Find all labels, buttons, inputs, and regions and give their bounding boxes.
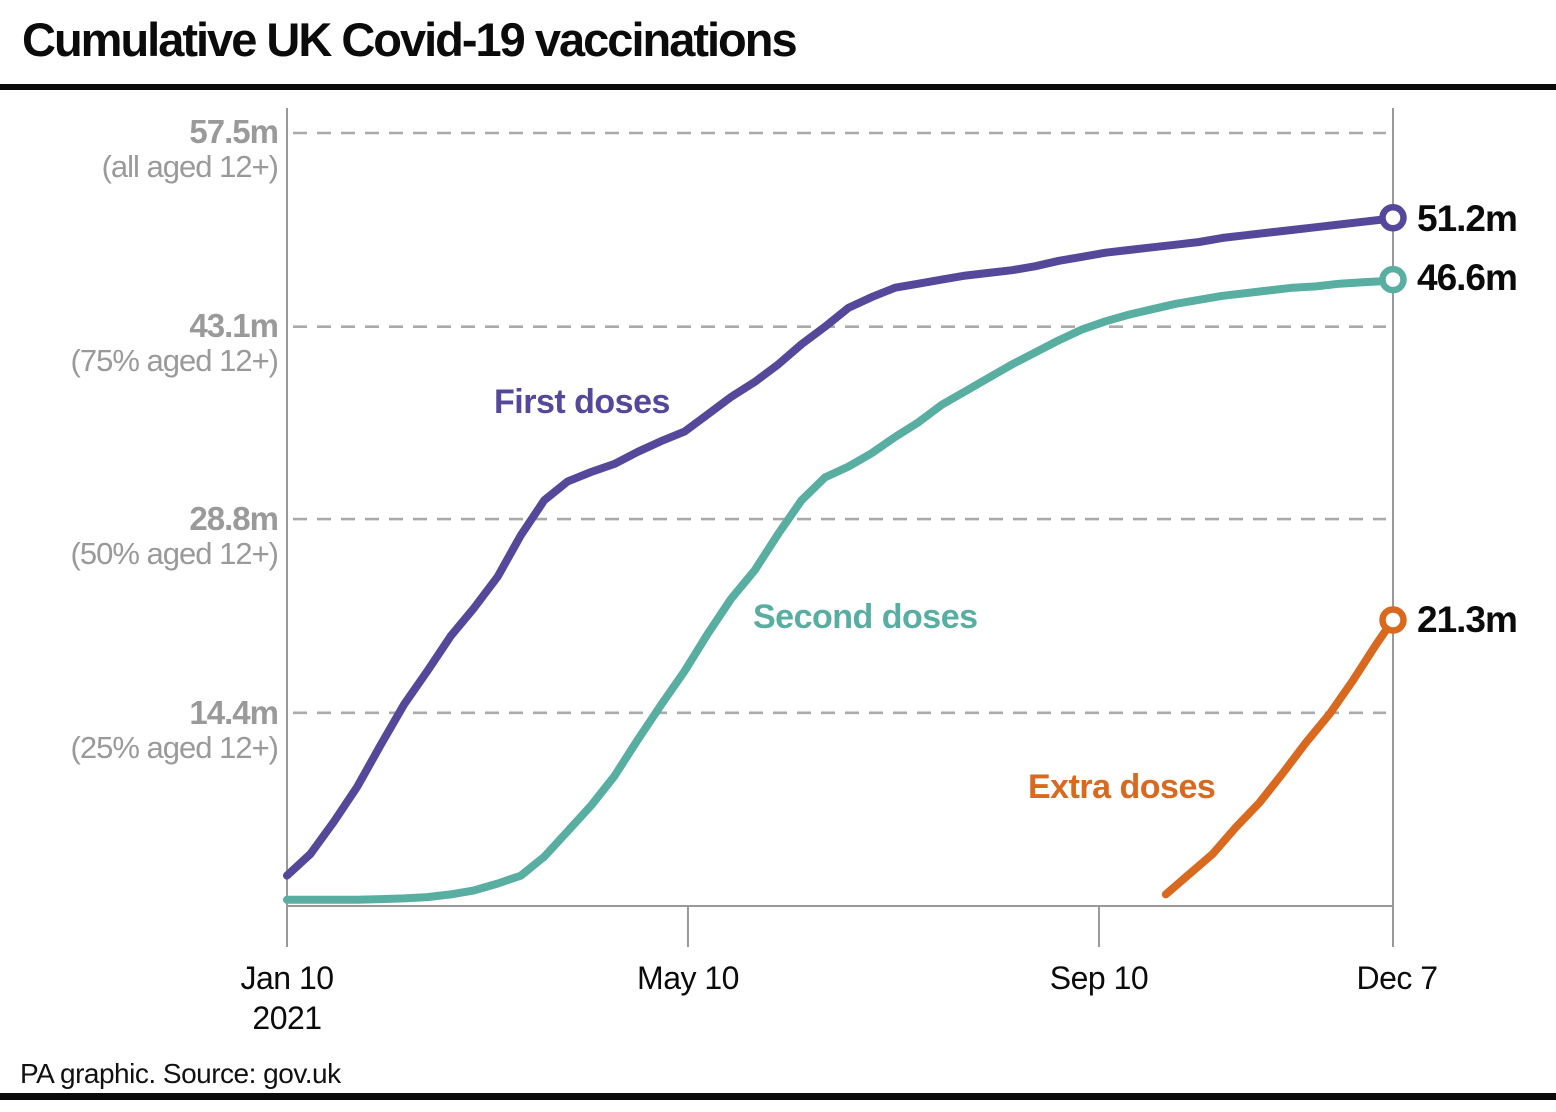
series-label-second-doses: Second doses bbox=[753, 598, 978, 636]
x-axis-label-jan10: Jan 10 2021 bbox=[177, 958, 397, 1038]
y-axis-sublabel: (75% aged 12+) bbox=[70, 343, 279, 378]
x-tick-label: Dec 7 bbox=[1356, 960, 1438, 996]
y-axis-value: 57.5m bbox=[189, 113, 279, 150]
x-tick-label: May 10 bbox=[637, 960, 739, 996]
y-axis-value: 14.4m bbox=[189, 694, 279, 731]
title-divider bbox=[0, 84, 1556, 90]
source-credit: PA graphic. Source: gov.uk bbox=[20, 1058, 341, 1089]
y-axis-label-14-4m: 14.4m (25% aged 12+) bbox=[0, 694, 279, 765]
x-tick-sublabel: 2021 bbox=[252, 1000, 322, 1036]
x-axis-label-may10: May 10 bbox=[578, 958, 798, 998]
footer-divider bbox=[0, 1093, 1556, 1100]
end-marker-first-doses bbox=[1379, 203, 1407, 232]
y-axis-value: 43.1m bbox=[189, 307, 279, 344]
y-axis-sublabel: (25% aged 12+) bbox=[70, 730, 279, 765]
end-marker-second-doses bbox=[1379, 265, 1407, 294]
y-axis-sublabel: (50% aged 12+) bbox=[70, 536, 279, 571]
y-axis-value: 28.8m bbox=[189, 500, 279, 537]
y-axis-label-28-8m: 28.8m (50% aged 12+) bbox=[0, 500, 279, 571]
end-value-second-doses: 46.6m bbox=[1417, 257, 1518, 298]
y-axis-label-43-1m: 43.1m (75% aged 12+) bbox=[0, 307, 279, 378]
y-axis-sublabel: (all aged 12+) bbox=[101, 149, 279, 184]
x-axis-label-dec7: Dec 7 bbox=[1287, 958, 1507, 998]
series-label-extra-doses: Extra doses bbox=[1028, 768, 1216, 806]
chart-title: Cumulative UK Covid-19 vaccinations bbox=[22, 13, 798, 66]
series-line-second-doses bbox=[283, 275, 1397, 904]
x-tick-label: Sep 10 bbox=[1049, 960, 1149, 996]
series-label-first-doses: First doses bbox=[494, 383, 670, 421]
x-tick-label: Jan 10 bbox=[240, 960, 334, 996]
x-axis-label-sep10: Sep 10 bbox=[989, 958, 1209, 998]
end-value-extra-doses: 21.3m bbox=[1417, 599, 1518, 640]
series-line-extra-doses bbox=[1161, 616, 1397, 899]
end-value-first-doses: 51.2m bbox=[1417, 198, 1518, 239]
y-axis-label-57-5m: 57.5m (all aged 12+) bbox=[0, 113, 279, 184]
end-marker-extra-doses bbox=[1379, 606, 1407, 634]
series-line-first-doses bbox=[283, 213, 1397, 880]
